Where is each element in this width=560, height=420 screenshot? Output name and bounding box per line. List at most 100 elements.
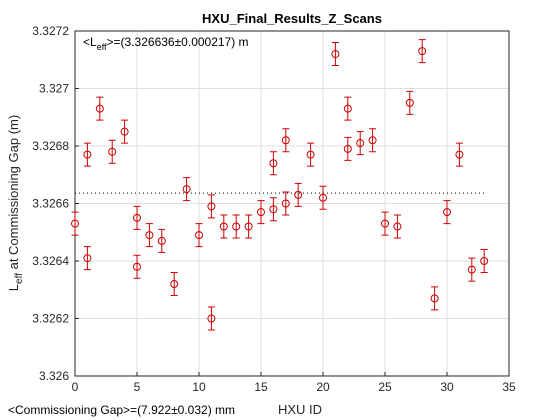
x-tick-label: 15: [254, 380, 268, 394]
data-point: [83, 142, 92, 167]
point-marker: [356, 139, 365, 148]
point-marker: [195, 231, 203, 240]
data-point: [170, 272, 179, 296]
data-point: [455, 142, 464, 167]
data-point: [269, 151, 278, 176]
data-point: [381, 211, 389, 236]
x-axis-label: HXU ID: [278, 402, 322, 417]
data-point: [306, 142, 315, 167]
point-marker: [393, 222, 402, 231]
data-point: [393, 214, 402, 239]
point-marker: [269, 205, 278, 214]
y-tick-label: 3.3268: [32, 139, 69, 153]
point-marker: [443, 208, 451, 217]
data-point: [405, 90, 414, 115]
data-point: [232, 214, 241, 239]
point-marker: [281, 136, 290, 145]
data-point: [257, 200, 265, 225]
point-marker: [95, 104, 104, 113]
point-marker: [381, 219, 389, 228]
data-point: [83, 246, 92, 271]
point-marker: [269, 159, 278, 168]
point-marker: [319, 193, 327, 202]
point-marker: [343, 104, 352, 113]
data-point: [368, 128, 377, 153]
commissioning-gap-footnote: <Commissioning Gap>=(7.922±0.032) mm: [8, 403, 235, 417]
data-point: [95, 96, 104, 121]
data-points: [71, 39, 489, 331]
y-tick-label: 3.3272: [32, 24, 69, 38]
data-point: [480, 249, 489, 273]
point-marker: [145, 231, 154, 240]
data-point: [356, 131, 365, 156]
data-point: [443, 200, 451, 225]
point-marker: [455, 150, 464, 159]
mean-annotation: <Leff>=(3.326636±0.000217) m: [83, 35, 249, 52]
data-point: [430, 286, 439, 311]
data-point: [244, 214, 253, 239]
data-point: [294, 182, 303, 207]
y-tick-label: 3.3266: [32, 197, 69, 211]
data-point: [343, 96, 352, 121]
point-marker: [257, 208, 265, 217]
data-point: [157, 228, 166, 253]
grid: [74, 30, 510, 377]
x-tick-label: 10: [192, 380, 206, 394]
point-marker: [83, 150, 92, 159]
y-tick-label: 3.327: [39, 82, 69, 96]
data-point: [281, 128, 290, 153]
point-marker: [368, 136, 377, 145]
point-marker: [219, 222, 228, 231]
point-marker: [244, 222, 253, 231]
y-tick-label: 3.3262: [32, 312, 69, 326]
data-point: [120, 119, 129, 144]
data-point: [343, 136, 352, 161]
chart-title: HXU_Final_Results_Z_Scans: [202, 11, 382, 26]
point-marker: [120, 127, 129, 136]
point-marker: [331, 50, 340, 58]
data-point: [108, 139, 117, 164]
x-tick-label: 25: [378, 380, 392, 394]
data-point: [418, 39, 427, 64]
y-tick-label: 3.3264: [32, 254, 69, 268]
point-marker: [157, 236, 166, 245]
data-point: [182, 177, 191, 202]
point-marker: [170, 280, 179, 288]
point-marker: [207, 202, 216, 211]
point-marker: [405, 98, 414, 107]
data-point: [207, 306, 216, 331]
y-axis-label: Leff at Commissioning Gap (m): [6, 115, 25, 291]
data-point: [269, 197, 278, 222]
data-point: [145, 223, 154, 248]
point-marker: [480, 257, 489, 265]
point-marker: [133, 213, 141, 222]
data-point: [71, 211, 79, 236]
x-tick-label: 20: [316, 380, 330, 394]
data-point: [319, 185, 327, 210]
x-tick-label: 35: [502, 380, 516, 394]
data-point: [133, 205, 141, 230]
data-point: [467, 257, 476, 282]
data-point: [207, 194, 216, 219]
point-marker: [343, 144, 352, 153]
point-marker: [108, 147, 117, 156]
point-marker: [71, 219, 79, 228]
point-marker: [232, 222, 241, 231]
point-marker: [83, 254, 92, 263]
point-marker: [182, 185, 191, 194]
point-marker: [418, 47, 427, 56]
data-point: [219, 214, 228, 239]
point-marker: [306, 150, 315, 159]
x-tick-label: 30: [440, 380, 454, 394]
point-marker: [294, 190, 303, 199]
point-marker: [207, 314, 216, 323]
point-marker: [133, 262, 141, 271]
data-point: [281, 191, 290, 216]
data-point: [133, 254, 141, 279]
y-tick-label: 3.326: [39, 369, 69, 383]
axis-ticks: 0 5 10 15 20 25 30 35 3.326 3.3262 3.3264 3.3266 3.3…: [32, 24, 516, 394]
x-tick-label: 0: [72, 380, 79, 394]
x-tick-label: 5: [134, 380, 141, 394]
point-marker: [467, 265, 476, 274]
